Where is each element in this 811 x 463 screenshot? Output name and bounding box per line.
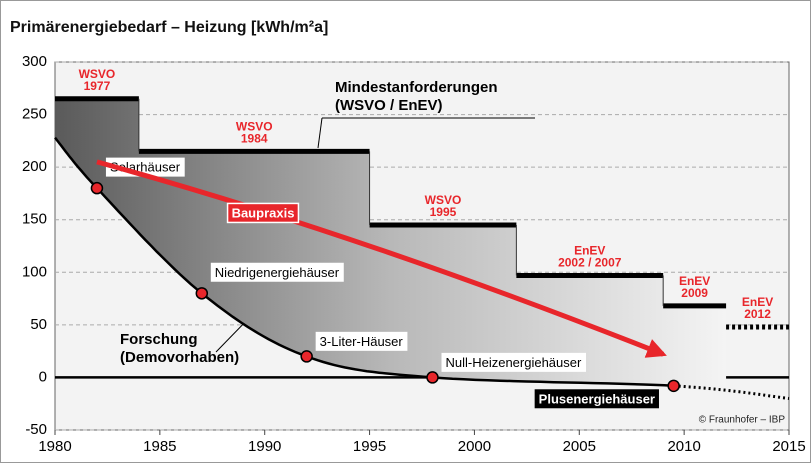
x-tick-label: 1980: [38, 438, 71, 455]
x-tick-label: 1990: [248, 438, 281, 455]
series-annotation-line2: (Demovorhaben): [120, 349, 239, 366]
x-tick-label: 1995: [353, 438, 386, 455]
step-label: 1984: [241, 132, 268, 146]
trend-label-box: [226, 202, 300, 224]
trend-label-group: Baupraxis: [226, 202, 300, 224]
series-annotation-line1: Mindestanforderungen: [335, 79, 498, 96]
y-tick-label: 100: [22, 263, 47, 280]
x-tick-label: 2015: [772, 438, 805, 455]
step-label: EnEV: [742, 295, 773, 309]
point-marker: [300, 350, 313, 363]
point-marker: [667, 379, 680, 393]
step-label: 2012: [744, 307, 771, 321]
point-label: Null-Heizenergiehäuser: [445, 355, 582, 370]
point-marker: [195, 287, 209, 300]
x-tick-label: 2005: [563, 438, 596, 455]
curve: [54, 136, 674, 388]
point-marker: [426, 371, 439, 384]
y-tick-label: 0: [39, 368, 47, 385]
point-label-group: Plusenergiehäuser: [534, 389, 659, 409]
trend-arrow: [96, 159, 667, 358]
trend-label: Baupraxis: [232, 205, 295, 220]
point-label-box: [315, 331, 408, 351]
y-tick-label: 300: [22, 53, 47, 70]
step-label: 1995: [430, 205, 457, 219]
y-tick-label: 150: [22, 211, 47, 228]
step-label: 2009: [681, 286, 708, 300]
step-label: EnEV: [574, 244, 605, 258]
step-label: WSVO: [425, 193, 462, 207]
y-tick-label: -50: [25, 421, 47, 438]
point-label-group: Niedrigenergiehäuser: [210, 262, 344, 282]
step-label: WSVO: [236, 120, 273, 134]
point-label-group: Null-Heizenergiehäuser: [441, 352, 587, 372]
step-label: 2002 / 2007: [558, 256, 622, 270]
point-label-box: [534, 389, 659, 409]
point-label-box: [441, 352, 587, 372]
point-label: Niedrigenergiehäuser: [215, 265, 340, 280]
credit: © Fraunhofer – IBP: [699, 415, 786, 426]
series-annotation-line1: Forschung: [120, 331, 198, 348]
leader-line: [317, 117, 323, 149]
x-tick-label: 2000: [458, 438, 491, 455]
y-tick-label: 200: [22, 158, 47, 175]
point-label-box: [210, 262, 344, 282]
y-tick-label: 50: [30, 316, 47, 333]
point-label-group: 3-Liter-Häuser: [315, 331, 408, 351]
step-label: WSVO: [79, 67, 116, 81]
point-label: 3-Liter-Häuser: [320, 334, 404, 349]
series-annotation-line2: (WSVO / EnEV): [335, 97, 443, 114]
point-label: Plusenergiehäuser: [539, 391, 655, 406]
step-label: 1977: [84, 79, 111, 93]
chart-title: Primärenergiebedarf – Heizung [kWh/m²a]: [10, 19, 328, 36]
y-tick-label: 250: [22, 106, 47, 123]
x-tick-label: 2010: [667, 438, 700, 455]
step-label: EnEV: [679, 274, 710, 288]
point-marker: [90, 181, 104, 195]
x-tick-label: 1985: [143, 438, 176, 455]
